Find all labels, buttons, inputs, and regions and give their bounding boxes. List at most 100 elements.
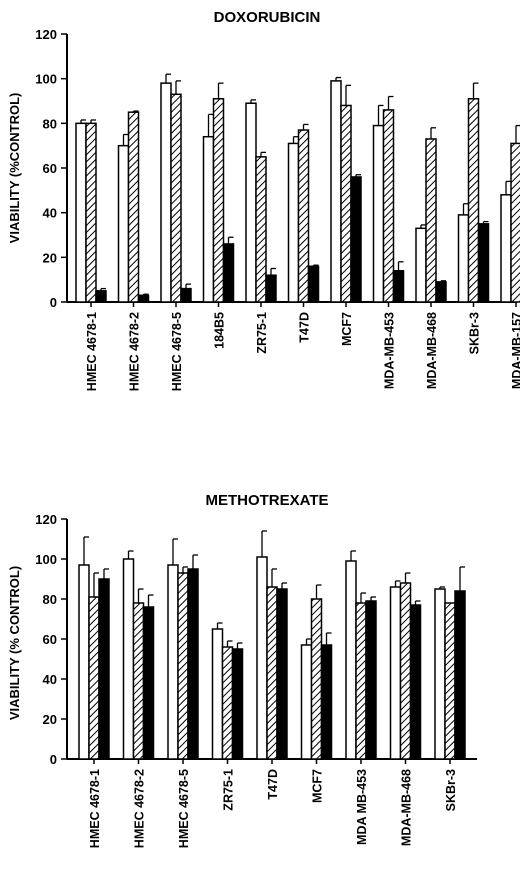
- bar-hatched: [340, 104, 352, 303]
- category-label: SKBr-3: [468, 312, 482, 354]
- category-label: HMEC 4678-1: [88, 769, 102, 848]
- category-label: MDA-MB-157: [510, 312, 520, 389]
- bar-hatched: [399, 582, 412, 760]
- bar-hatched: [85, 122, 97, 303]
- bar-hatched: [266, 586, 278, 760]
- category-label: HMEC 4678-5: [177, 769, 191, 848]
- bar-solid: [320, 644, 333, 760]
- category-label: ZR75-1: [222, 769, 236, 811]
- bar-solid: [307, 265, 320, 303]
- chart-panel-methotrexate: METHOTREXATE VIABILITY (% CONTROL) 0 20 40…: [7, 492, 477, 848]
- bar-open: [457, 214, 470, 303]
- chart-title: DOXORUBICIN: [214, 9, 321, 26]
- bar-hatched: [177, 572, 189, 760]
- bar-solid: [265, 274, 277, 303]
- category-label: MDA MB-453: [355, 769, 369, 845]
- category-label: 184B5: [213, 312, 227, 349]
- bar-open: [345, 560, 357, 760]
- bar-open: [434, 588, 446, 760]
- category-label: T47D: [298, 312, 312, 343]
- y-tick-label: 40: [43, 206, 57, 221]
- bar-solid: [95, 290, 107, 303]
- bar-open: [211, 628, 224, 760]
- bar-hatched: [221, 646, 234, 760]
- bar-hatched: [132, 602, 145, 760]
- bar-open: [300, 644, 313, 760]
- bar-open: [256, 556, 268, 760]
- bar-open: [75, 122, 87, 303]
- bar-solid: [409, 604, 422, 760]
- bar-open: [202, 135, 215, 303]
- y-tick-label: 80: [43, 592, 57, 607]
- bar-solid: [350, 176, 362, 303]
- category-label: HMEC 4678-2: [133, 769, 147, 848]
- bar-solid: [137, 294, 150, 303]
- bar-solid: [98, 578, 110, 760]
- category-label: HMEC 4678-5: [170, 312, 184, 391]
- bar-solid: [392, 269, 405, 303]
- y-tick-label: 0: [50, 295, 57, 310]
- bar-solid: [142, 606, 155, 760]
- bar-hatched: [382, 109, 395, 303]
- category-label: HMEC 4678-2: [128, 312, 142, 391]
- bar-open: [167, 564, 179, 760]
- category-label: MDA-MB-453: [383, 312, 397, 389]
- bar-open: [160, 82, 172, 303]
- y-tick-label: 100: [35, 552, 57, 567]
- y-tick-label: 20: [43, 250, 57, 265]
- bar-hatched: [510, 142, 520, 303]
- bar-solid: [454, 590, 466, 760]
- y-tick-label: 0: [50, 752, 57, 767]
- bar-hatched: [355, 602, 367, 760]
- bar-solid: [180, 287, 192, 303]
- bar-open: [78, 564, 90, 760]
- category-label: T47D: [266, 769, 280, 800]
- bar-solid: [222, 243, 235, 303]
- category-label: MCF7: [311, 769, 325, 803]
- bar-solid: [435, 281, 447, 303]
- chart-panel-doxorubicin: DOXORUBICIN VIABILITY (%CONTROL) 0 20 40 60…: [7, 9, 520, 391]
- bar-hatched: [170, 93, 182, 303]
- bar-solid: [187, 568, 199, 760]
- bar-hatched: [310, 598, 323, 760]
- category-label: MDA-MB-468: [425, 312, 439, 389]
- bar-open: [415, 227, 427, 303]
- y-tick-label: 60: [43, 161, 57, 176]
- bar-solid: [231, 648, 244, 760]
- y-axis-label: VIABILITY (%CONTROL): [7, 93, 22, 244]
- category-label: MDA-MB-468: [400, 769, 414, 846]
- bar-open: [287, 142, 300, 303]
- bar-open: [330, 80, 342, 303]
- bar-hatched: [425, 138, 437, 303]
- y-tick-label: 20: [43, 712, 57, 727]
- category-label: ZR75-1: [255, 312, 269, 354]
- bar-hatched: [467, 98, 480, 303]
- y-tick-label: 80: [43, 116, 57, 131]
- y-tick-label: 60: [43, 632, 57, 647]
- bar-hatched: [444, 602, 456, 760]
- y-tick-label: 40: [43, 672, 57, 687]
- bar-open: [117, 144, 130, 303]
- bar-solid: [365, 600, 377, 760]
- category-label: MCF7: [340, 312, 354, 346]
- bar-open: [122, 558, 135, 760]
- y-axis-label: VIABILITY (% CONTROL): [7, 566, 22, 720]
- chart-title: METHOTREXATE: [205, 492, 328, 509]
- bar-open: [389, 586, 402, 760]
- bar-hatched: [127, 111, 140, 303]
- bar-open: [245, 102, 257, 303]
- bar-open: [372, 124, 385, 303]
- category-label: SKBr-3: [444, 769, 458, 811]
- bar-hatched: [88, 596, 100, 760]
- y-tick-label: 100: [35, 72, 57, 87]
- y-tick-label: 120: [35, 27, 57, 42]
- bar-hatched: [255, 156, 267, 303]
- bar-solid: [477, 223, 490, 303]
- category-label: HMEC 4678-1: [85, 312, 99, 391]
- bar-hatched: [297, 129, 310, 303]
- y-tick-label: 120: [35, 512, 57, 527]
- bar-open: [500, 194, 512, 303]
- bar-solid: [276, 588, 288, 760]
- bar-hatched: [212, 98, 225, 303]
